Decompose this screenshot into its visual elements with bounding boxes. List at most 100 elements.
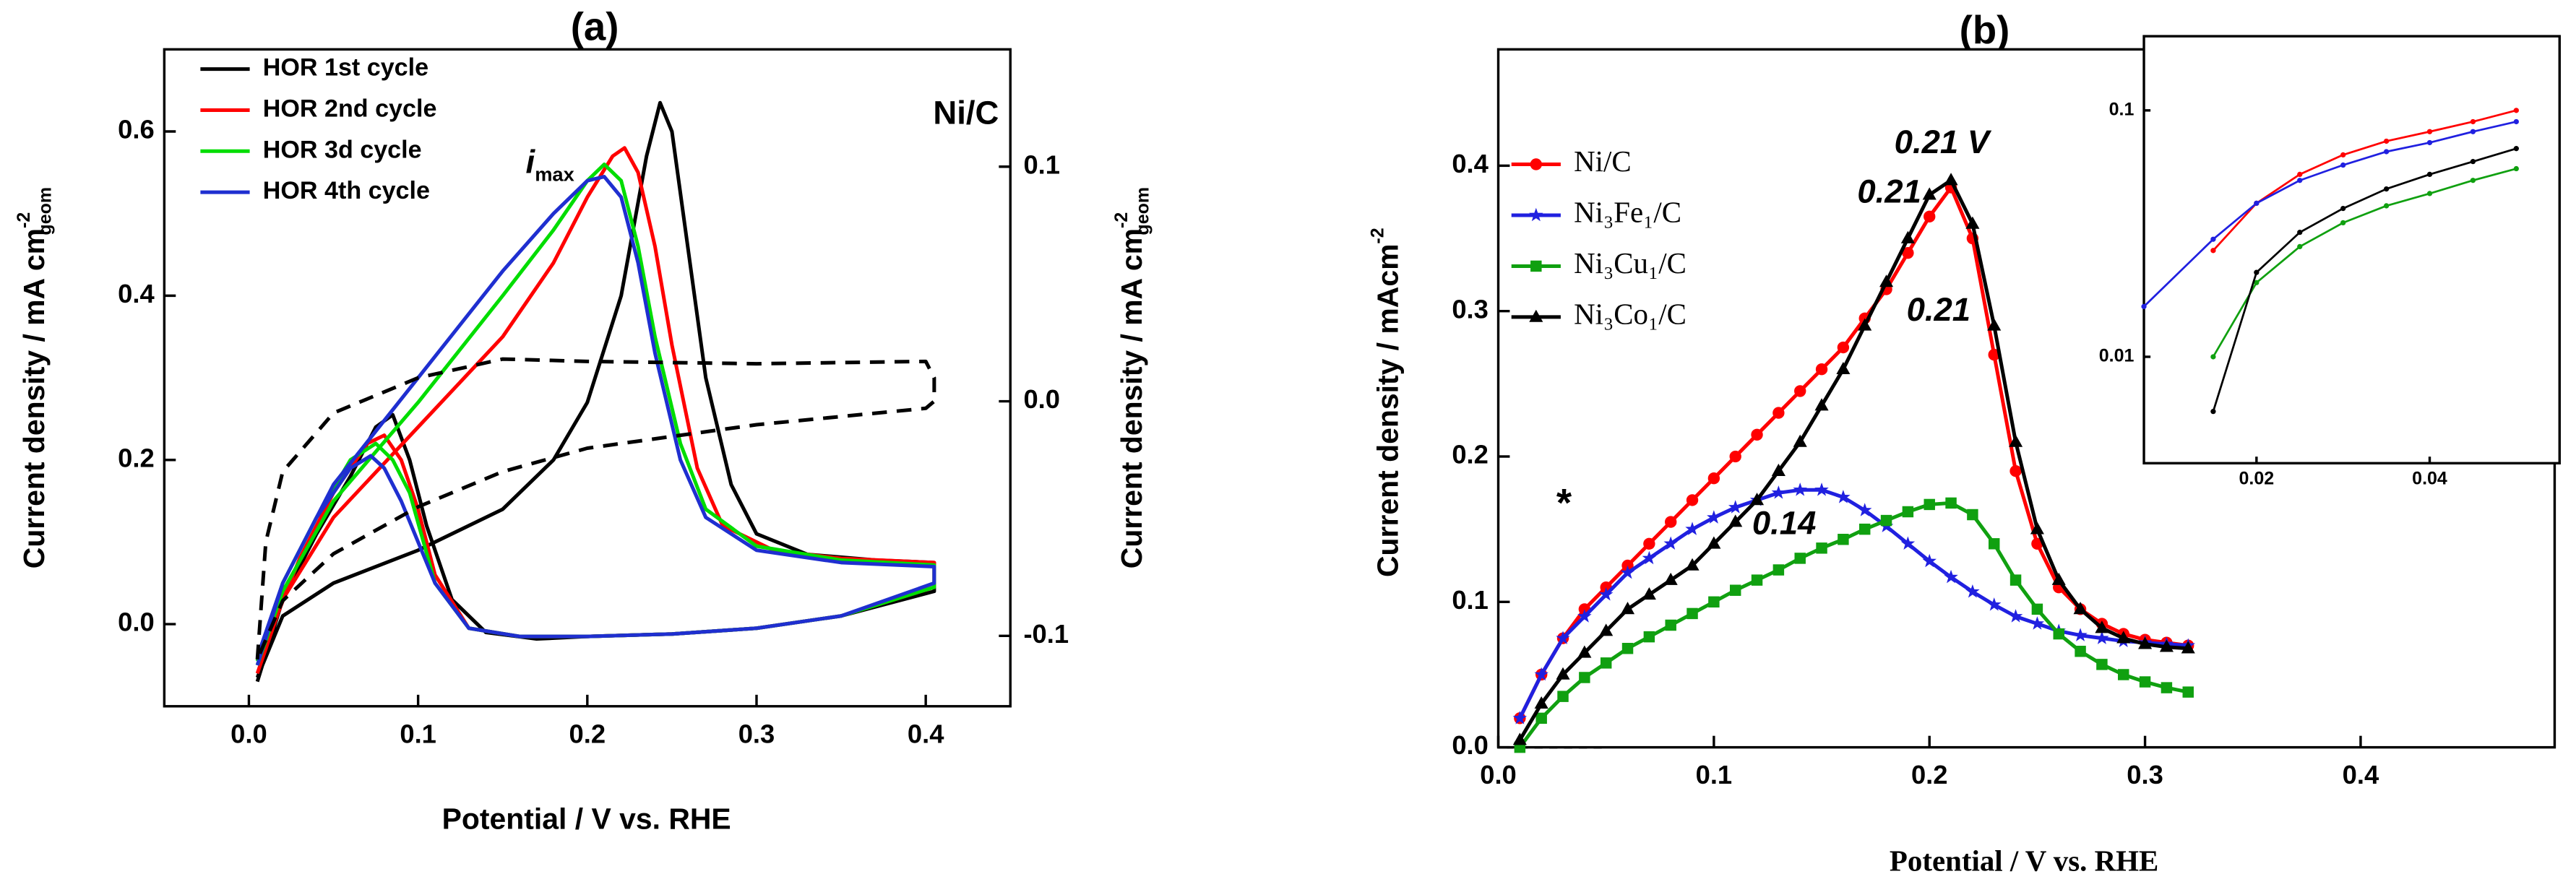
annotation-text: 0.14 [1752,505,1817,542]
data-point [1771,485,1786,499]
data-point [1598,587,1614,601]
legend-label: HOR 1st cycle [263,54,428,82]
data-point [2141,303,2147,309]
x-axis-label: Potential / V vs. RHE [1890,844,2158,877]
annotation: 0.21 V [1895,124,1992,160]
y-tick-label: 0.2 [118,443,155,472]
data-point [1836,361,1851,375]
data-point [1512,732,1527,745]
x-tick-label: 0.04 [2412,469,2447,489]
legend-label: HOR 4th cycle [263,177,430,204]
series-line [255,146,936,675]
data-point [1988,538,2000,550]
data-point [1836,490,1851,503]
data-point [2008,609,2023,623]
y2-tick-label: 0.0 [1023,384,1060,414]
data-point [1685,558,1700,571]
data-point [1900,230,1915,243]
data-point [2513,165,2519,172]
annotation: imax [526,144,574,186]
legend-marker [1529,207,1543,222]
data-point [2297,171,2303,178]
y-tick-label: 0.2 [1452,440,1489,470]
annotation: 0.21 [1857,173,1921,209]
data-point [1728,500,1743,514]
y-tick-label: 0.4 [1452,149,1489,178]
chart-title: (a) [571,4,619,48]
data-point [1924,498,1935,511]
data-point [1965,584,1980,598]
data-point [1686,494,1699,506]
data-point [1728,514,1743,527]
data-point [2159,639,2174,652]
x-tick-label: 0.3 [738,719,775,748]
data-point [1858,523,1871,535]
data-point [2254,269,2260,275]
data-point [1772,564,1785,576]
data-point [1944,173,1958,186]
data-point [1858,318,1872,331]
data-point [1987,597,2002,611]
y-tick-label: 0.1 [1452,585,1489,615]
series-line [1518,178,2189,741]
data-point [1816,542,1827,554]
data-point [1794,385,1806,397]
chart-title: (b) [1960,8,2010,52]
data-point [2053,628,2064,640]
annotation-text: * [1556,481,1572,525]
data-point [1687,607,1698,620]
data-point [2009,574,2022,586]
x-tick-label: 0.2 [569,719,606,748]
data-point [1988,348,2000,361]
data-point [2513,146,2519,152]
data-point [1751,574,1763,586]
data-point [1621,642,1634,654]
x-tick-label: 0.2 [1911,760,1948,789]
x-tick-label: 0.1 [1696,760,1733,789]
data-point [2030,616,2045,630]
data-point [2095,631,2109,644]
data-point [2383,203,2390,209]
data-point [2161,682,2173,693]
legend-label: Ni₃Co₁/C [1574,298,1687,330]
annotation: 0.21 [1907,291,1970,328]
data-point [1620,565,1635,579]
data-point [1707,510,1721,524]
legend-marker [1530,260,1542,272]
x-tick-label: 0.4 [908,719,944,748]
data-point [1643,537,1655,550]
legend-label: HOR 2nd cycle [263,95,437,122]
y-tick-label: 0.1 [2109,99,2135,119]
data-point [1557,691,1569,702]
data-point [2470,118,2476,125]
data-point [1535,712,1547,724]
data-point [1772,407,1785,419]
y2-axis-label: Current density / mA cm-2 geom [1111,187,1153,568]
data-point [2210,236,2216,242]
x-tick-label: 0.0 [1480,760,1517,789]
legend-label: HOR 3d cycle [263,136,422,163]
data-point [1902,246,1914,259]
y-tick-label: 0.0 [1452,730,1489,760]
y-tick-label: 0.0 [118,607,155,637]
data-point [2073,628,2088,641]
data-point [1707,536,1721,549]
annotation: Ni/C [933,94,999,131]
data-point [1665,619,1676,631]
data-point [1902,506,1914,518]
data-point [2210,354,2216,360]
data-point [2095,620,2109,633]
data-point [1793,434,1807,447]
series-line [2212,168,2517,358]
data-point [1707,472,1720,485]
data-point [2075,646,2086,657]
data-point [1987,318,2002,331]
data-point [1512,711,1528,724]
annotation-sub: max [535,163,574,186]
data-point [1794,553,1806,564]
y-tick-label: 0.4 [118,279,155,308]
data-point [1599,623,1614,636]
data-point [1729,450,1741,463]
data-point [1944,569,1958,584]
